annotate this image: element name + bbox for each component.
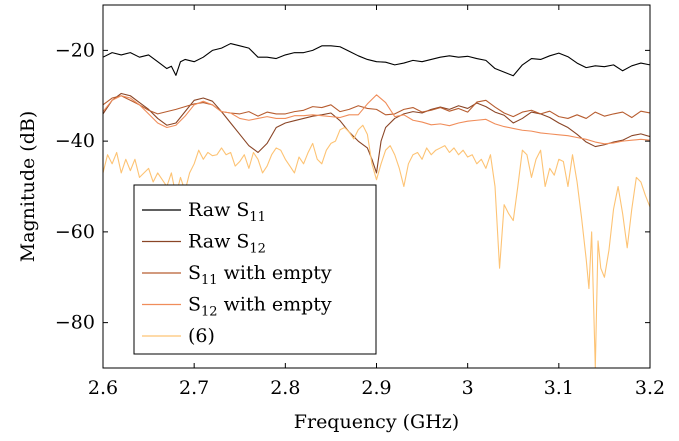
series-line-1 xyxy=(103,92,650,174)
x-tick-label: 2.6 xyxy=(88,377,118,399)
x-tick-label: 3.2 xyxy=(635,377,665,399)
legend: Raw S11 Raw S12 S11 with empty S12 with emp… xyxy=(133,184,377,355)
x-tick-label: 3 xyxy=(462,377,474,399)
legend-label-3: S12 with empty xyxy=(188,294,332,320)
x-tick-label: 3.1 xyxy=(544,377,574,399)
y-tick-label: −40 xyxy=(55,130,95,152)
y-axis-title: Magnitude (dB) xyxy=(17,111,39,263)
legend-label-1: Raw S12 xyxy=(188,231,266,257)
x-tick-label: 2.9 xyxy=(361,377,391,399)
y-tick-label: −60 xyxy=(55,221,95,243)
series-line-4 xyxy=(103,124,650,368)
x-tick-label: 2.8 xyxy=(270,377,300,399)
legend-label-2: S11 with empty xyxy=(188,262,332,288)
legend-label-0: Raw S11 xyxy=(188,199,266,225)
series-layer xyxy=(103,43,650,368)
ticks-layer: 2.6 2.7 2.8 2.9 3 3.1 3.2 −20 −40 −60 −80 xyxy=(55,5,665,399)
x-tick-label: 2.7 xyxy=(179,377,209,399)
legend-label-4: (6) xyxy=(188,325,215,347)
y-tick-label: −20 xyxy=(55,39,95,61)
legend-box xyxy=(133,184,377,355)
x-axis-title: Frequency (GHz) xyxy=(294,411,459,433)
series-line-0 xyxy=(103,43,650,77)
series-line-2 xyxy=(103,95,650,119)
y-tick-label: −80 xyxy=(55,312,95,334)
series-line-3 xyxy=(103,94,650,145)
